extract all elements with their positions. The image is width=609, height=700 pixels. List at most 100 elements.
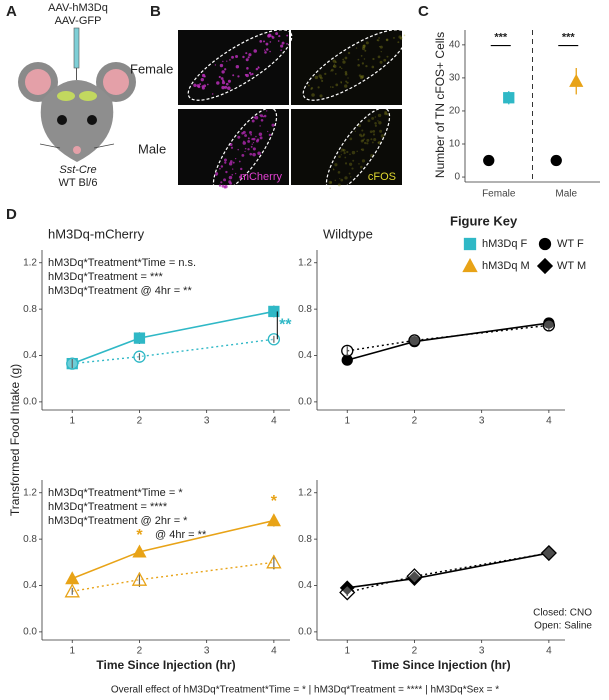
cell-signal [265, 42, 269, 46]
cell-signal [328, 180, 332, 185]
cell-signal [331, 86, 334, 89]
data-point [64, 583, 80, 598]
cell-signal [352, 159, 355, 162]
data-point [132, 544, 147, 558]
cell-signal [372, 133, 376, 136]
cell-signal [334, 73, 337, 75]
cell-signal [269, 50, 271, 53]
cell-signal [229, 59, 231, 61]
cell-signal [245, 52, 248, 55]
cell-signal [334, 61, 337, 64]
cell-signal [218, 75, 221, 79]
cell-signal [346, 81, 349, 84]
cell-signal [310, 87, 314, 90]
micrographs [178, 29, 408, 193]
cell-signal [377, 113, 382, 118]
data-point [66, 357, 79, 370]
channel-label: cFOS [368, 171, 396, 183]
legend-marker [536, 257, 554, 275]
cell-signal [232, 161, 235, 164]
cell-signal [348, 172, 351, 175]
cell-signal [196, 84, 200, 88]
cell-signal [226, 60, 228, 62]
cell-signal [259, 39, 263, 43]
cell-signal [262, 40, 266, 43]
cell-signal [238, 160, 241, 163]
cell-signal [346, 150, 349, 154]
cell-signal [377, 39, 380, 42]
cell-signal [244, 147, 247, 150]
cell-signal [340, 151, 342, 153]
cell-signal [223, 178, 227, 182]
cell-signal [350, 176, 352, 178]
cell-signal [363, 138, 365, 141]
cell-signal [334, 179, 337, 182]
stat-note: @ 4hr = ** [155, 529, 207, 541]
cell-signal [247, 139, 251, 143]
treatment-key: Open: Saline [534, 621, 592, 632]
cell-signal [203, 84, 207, 88]
cell-signal [403, 34, 406, 37]
cell-signal [266, 110, 268, 112]
cell-signal [230, 146, 234, 149]
y-tick-label: 10 [449, 139, 461, 150]
cell-signal [349, 162, 353, 166]
cell-signal [251, 72, 254, 76]
cell-signal [238, 175, 242, 179]
cell-signal [330, 68, 334, 72]
cell-signal [360, 148, 363, 151]
cell-signal [358, 74, 362, 77]
cell-signal [224, 161, 227, 164]
cell-signal [344, 156, 347, 159]
cell-signal [216, 81, 220, 85]
cell-signal [349, 137, 353, 141]
cell-signal [271, 123, 275, 127]
cell-signal [367, 119, 371, 123]
significance: * [271, 493, 278, 510]
cell-signal [251, 119, 255, 123]
cell-signal [271, 35, 274, 38]
cell-signal [248, 71, 252, 75]
data-point [133, 332, 146, 344]
cell-signal [218, 184, 222, 187]
cell-signal [354, 130, 357, 132]
cell-signal [345, 80, 348, 83]
cell-signal [371, 65, 375, 69]
y-tick-label: 30 [449, 73, 461, 84]
x-tick-label: 1 [344, 416, 350, 427]
data-point [408, 334, 421, 347]
cell-signal [214, 64, 217, 66]
cell-signal [369, 130, 373, 134]
cell-signal [219, 63, 224, 68]
cell-signal [280, 44, 284, 48]
cell-signal [337, 183, 341, 187]
x-tick-label: 2 [137, 416, 143, 427]
cell-signal [365, 41, 369, 45]
cell-signal [351, 150, 356, 155]
cell-signal [252, 137, 256, 141]
legend-marker [462, 258, 478, 273]
cell-signal [242, 130, 246, 134]
cell-signal [237, 148, 239, 151]
cell-signal [258, 132, 263, 136]
cell-signal [243, 140, 245, 143]
cell-signal [361, 129, 364, 132]
y-tick-label: 0.4 [23, 580, 37, 591]
cell-signal [321, 79, 324, 83]
cell-signal [247, 148, 250, 151]
cell-signal [224, 85, 228, 89]
cell-signal [332, 168, 335, 170]
cell-signal [199, 83, 202, 85]
cell-signal [257, 66, 260, 69]
cell-signal [344, 176, 348, 180]
cell-signal [361, 62, 365, 65]
cell-signal [397, 41, 400, 44]
y-axis-label: Number of TN cFOS+ Cells [433, 32, 447, 178]
data-point [131, 571, 148, 586]
cell-signal [280, 49, 282, 51]
cell-signal [250, 145, 253, 148]
cell-signal [207, 83, 209, 86]
cell-signal [245, 58, 249, 62]
cell-signal [317, 86, 320, 89]
cell-signal [340, 178, 344, 182]
